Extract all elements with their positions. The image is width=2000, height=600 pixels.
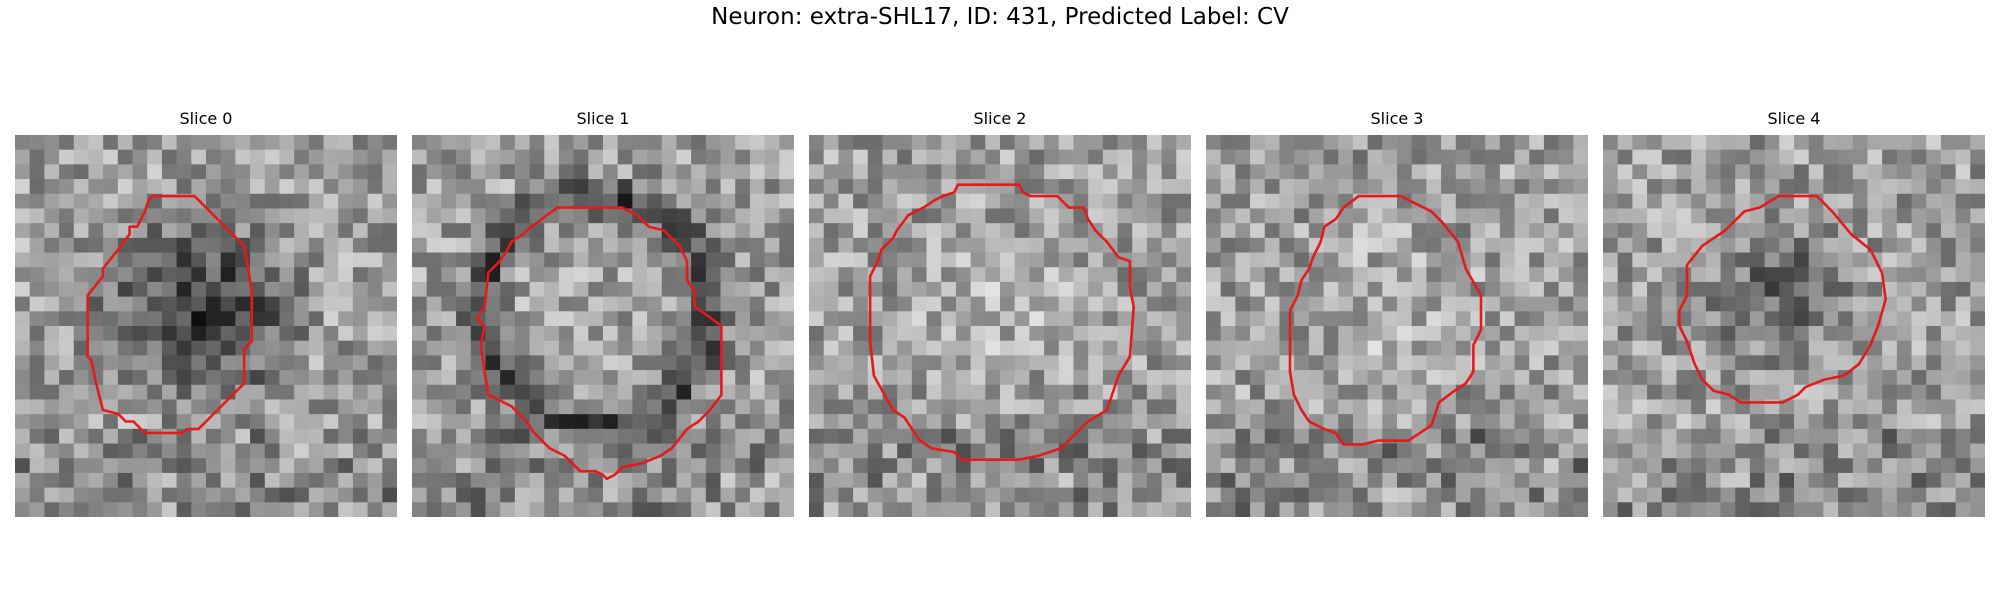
slice-image-3 [1206, 135, 1588, 517]
roi-contour [1678, 194, 1888, 404]
slice-svg-1 [412, 135, 794, 517]
slice-title: Slice 4 [1767, 109, 1821, 128]
pixel-grid [412, 135, 794, 517]
slice-panel-0: Slice 0 [15, 108, 397, 517]
slice-title: Slice 0 [179, 109, 233, 128]
slice-panel-3: Slice 3 [1206, 108, 1588, 517]
slice-panel-1: Slice 1 [412, 108, 794, 517]
roi-contour [86, 194, 254, 435]
slice-image-4 [1603, 135, 1985, 517]
slice-svg-3 [1206, 135, 1588, 517]
slice-image-0 [15, 135, 397, 517]
roi-contour [475, 206, 723, 481]
pixel-grid [15, 135, 397, 517]
figure-title: Neuron: extra-SHL17, ID: 431, Predicted … [711, 4, 1289, 30]
slice-svg-2 [809, 135, 1191, 517]
roi-contour [1288, 194, 1483, 446]
slice-image-2 [809, 135, 1191, 517]
roi-contour [868, 183, 1136, 462]
slice-title: Slice 2 [973, 109, 1027, 128]
slice-title: Slice 1 [576, 109, 630, 128]
pixel-grid [1603, 135, 1985, 517]
slice-panel-4: Slice 4 [1603, 108, 1985, 517]
pixel-grid [809, 135, 1191, 517]
slice-title: Slice 3 [1370, 109, 1424, 128]
slice-svg-0 [15, 135, 397, 517]
slice-image-1 [412, 135, 794, 517]
slice-panel-2: Slice 2 [809, 108, 1191, 517]
pixel-grid [1206, 135, 1588, 517]
slice-svg-4 [1603, 135, 1985, 517]
